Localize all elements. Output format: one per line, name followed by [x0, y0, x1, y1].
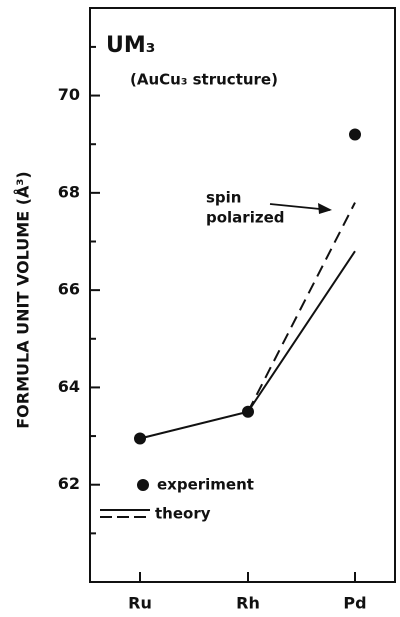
y-axis-label: FORMULA UNIT VOLUME (Å³) — [14, 171, 33, 429]
dashed-line — [247, 202, 356, 413]
legend-label: experiment — [157, 476, 254, 494]
y-tick-label: 70 — [58, 85, 80, 104]
annotation-arrow — [269, 203, 332, 214]
y-tick-label: 68 — [58, 182, 80, 201]
chart-subtitle: (AuCu₃ structure) — [130, 71, 278, 89]
y-tick-label: 62 — [58, 474, 80, 493]
y-tick-label: 64 — [58, 377, 80, 396]
annotation: spin — [206, 189, 242, 207]
x-tick-label: Rh — [236, 594, 260, 613]
x-tick-label: Pd — [343, 594, 366, 613]
annotation: polarized — [206, 209, 285, 227]
legend-label: theory — [155, 505, 211, 523]
x-tick-label: Ru — [128, 594, 152, 613]
legend-marker — [137, 479, 149, 491]
y-tick-label: 66 — [58, 280, 80, 299]
plot-frame — [89, 7, 396, 583]
line — [139, 250, 356, 440]
data-point — [349, 128, 361, 141]
chart-title: UM₃ — [106, 33, 155, 58]
